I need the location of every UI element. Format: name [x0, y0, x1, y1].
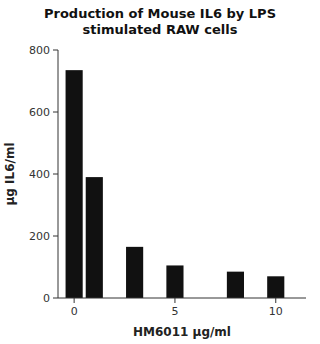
- title: Production of Mouse IL6 by LPSstimulated…: [44, 6, 276, 37]
- y-tick: [53, 112, 58, 113]
- y-tick-label: 0: [43, 292, 50, 305]
- chart-container: 0 5 10 0 200 400 600 800 HM6011 µg/ml µg IL6/ml Pr…: [0, 0, 320, 344]
- x-axis-line: [58, 298, 306, 299]
- bar: [66, 70, 83, 298]
- bar: [267, 276, 284, 298]
- y-tick-label: 400: [29, 168, 50, 181]
- bars: [66, 70, 285, 298]
- y-tick-label: 200: [29, 230, 50, 243]
- bar: [126, 247, 143, 298]
- y-tick-label: 600: [29, 106, 50, 119]
- x-tick-label: 5: [171, 305, 178, 318]
- y-axis-label: µg IL6/ml: [3, 142, 17, 205]
- bar: [227, 272, 244, 298]
- y-tick: [53, 174, 58, 175]
- x-tick-label: 10: [269, 305, 283, 318]
- x-tick: [275, 298, 276, 303]
- bar: [166, 265, 183, 298]
- title-line: Production of Mouse IL6 by LPS: [44, 6, 276, 21]
- y-tick: [53, 236, 58, 237]
- y-tick: [53, 50, 58, 51]
- x-tick: [74, 298, 75, 303]
- title-line: stimulated RAW cells: [83, 22, 238, 37]
- chart: 0 5 10 0 200 400 600 800 HM6011 µg/ml µg IL6/ml Pr…: [0, 0, 320, 344]
- x-axis-label: HM6011 µg/ml: [133, 325, 231, 339]
- y-tick-label: 800: [29, 44, 50, 57]
- x-tick: [174, 298, 175, 303]
- y-tick: [53, 298, 58, 299]
- bar: [86, 177, 103, 298]
- x-tick-label: 0: [71, 305, 78, 318]
